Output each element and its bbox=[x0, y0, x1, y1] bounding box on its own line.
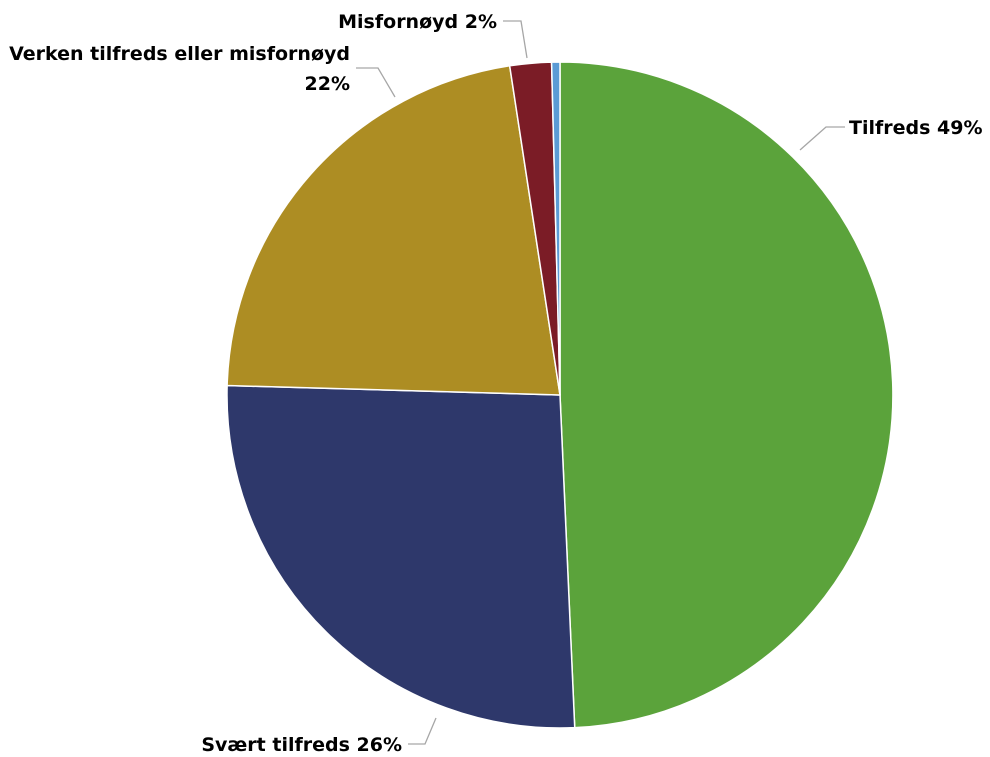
pie-slice-verken-tilfreds-eller-misfornoyd bbox=[226, 64, 561, 396]
pie-slice-svaert-tilfreds bbox=[226, 384, 576, 729]
data-labels: Tilfreds 49% Svært tilfreds 26% Verken t… bbox=[9, 11, 982, 756]
label-verken-line-2: 22% bbox=[305, 73, 350, 95]
leader-lines bbox=[356, 20, 845, 745]
leader-line-svaert-tilfreds bbox=[408, 717, 437, 745]
label-svaert-tilfreds: Svært tilfreds 26% bbox=[201, 734, 402, 756]
label-misfornoyd: Misfornøyd 2% bbox=[338, 11, 497, 33]
pie-slice-tilfreds bbox=[559, 61, 894, 729]
leader-line-verken bbox=[356, 67, 396, 98]
leader-line-misfornoyd bbox=[503, 20, 528, 59]
label-verken-line-1: Verken tilfreds eller misfornøyd bbox=[9, 43, 350, 65]
pie-slice-svaert-misfornoyd bbox=[550, 61, 561, 396]
leader-line-tilfreds bbox=[799, 126, 845, 151]
pie-slices bbox=[226, 61, 894, 729]
label-tilfreds: Tilfreds 49% bbox=[849, 117, 983, 139]
